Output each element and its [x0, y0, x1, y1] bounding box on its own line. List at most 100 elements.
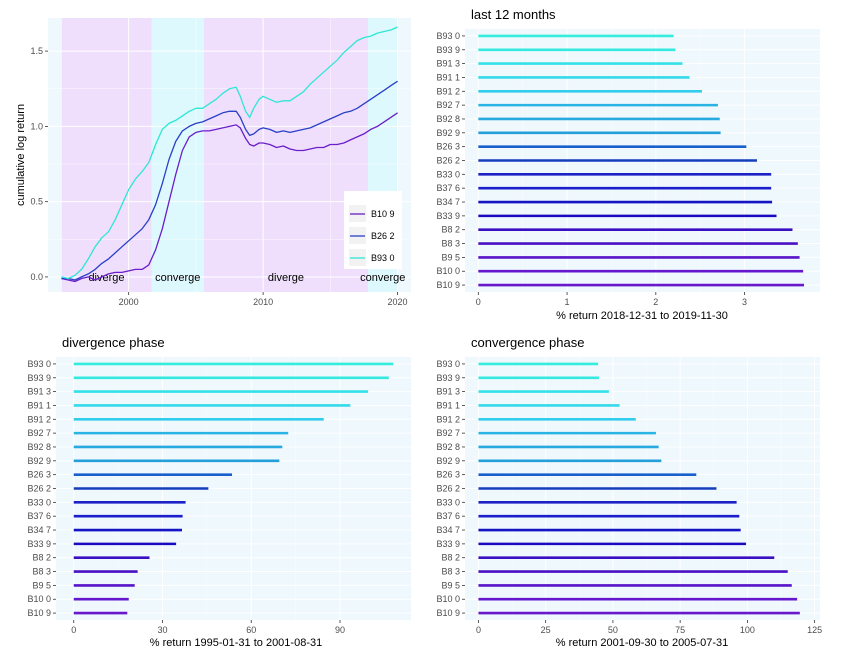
legend-label-2: B93 0	[371, 253, 395, 263]
category-label-11: B37 6	[436, 183, 460, 193]
x-tick-label-0: 0	[476, 625, 481, 635]
phase-band-0	[61, 18, 152, 292]
category-label-11: B37 6	[27, 511, 51, 521]
category-label-16: B9 5	[441, 580, 460, 590]
category-label-2: B91 3	[436, 59, 460, 69]
phase-label-0: diverge	[88, 272, 124, 284]
last-12-months-panel: last 12 months B93 0 B93 9 B91 3 B91 1 B91 2…	[436, 7, 820, 322]
category-label-3: B91 1	[27, 400, 51, 410]
category-label-9: B26 2	[436, 156, 460, 166]
convergence-x-axis-label: % return 2001-09-30 to 2005-07-31	[556, 637, 728, 649]
phase-bands	[61, 18, 398, 292]
category-label-10: B33 0	[436, 169, 460, 179]
x-tick-label-2: 2	[653, 297, 658, 307]
category-label-8: B26 3	[436, 470, 460, 480]
category-label-12: B34 7	[436, 525, 460, 535]
category-label-7: B92 9	[436, 128, 460, 138]
phase-band-1	[151, 18, 204, 292]
x-tick-label-0: 0	[476, 297, 481, 307]
legend-label-1: B26 2	[371, 231, 395, 241]
cumulative-return-panel: diverge converge diverge converge 2000 2010 2…	[15, 18, 411, 307]
x-tick-label-2: 50	[608, 625, 618, 635]
category-label-13: B33 9	[436, 211, 460, 221]
cumulative-lines	[61, 26, 398, 283]
x-tick-label-0: 2000	[119, 297, 139, 307]
category-label-4: B91 2	[436, 414, 460, 424]
cumulative-y-ticks: 0.0 0.5 1.0 1.5	[30, 46, 48, 282]
convergence-x-ticks: 0 25 50 75 100 125	[476, 620, 822, 635]
x-tick-label-3: 90	[335, 625, 345, 635]
cumulative-x-ticks: 2000 2010 2020	[119, 292, 408, 307]
category-label-18: B10 9	[436, 280, 460, 290]
y-tick-label-1: 0.5	[30, 197, 43, 207]
category-label-2: B91 3	[436, 387, 460, 397]
category-label-4: B91 2	[436, 86, 460, 96]
category-label-18: B10 9	[436, 608, 460, 618]
cumulative-y-axis-label: cumulative log return	[15, 104, 27, 206]
category-label-0: B93 0	[436, 359, 460, 369]
category-label-15: B8 3	[441, 567, 460, 577]
last-12-months-x-ticks: 0 1 2 3	[476, 292, 747, 307]
category-label-1: B93 9	[436, 45, 460, 55]
category-label-17: B10 0	[27, 594, 51, 604]
category-label-16: B9 5	[441, 252, 460, 262]
category-label-18: B10 9	[27, 608, 51, 618]
x-tick-label-1: 1	[565, 297, 570, 307]
phase-band-2	[203, 18, 368, 292]
divergence-bars	[73, 362, 394, 615]
category-label-17: B10 0	[436, 594, 460, 604]
category-label-12: B34 7	[27, 525, 51, 535]
category-label-9: B26 2	[27, 484, 51, 494]
x-tick-label-3: 75	[675, 625, 685, 635]
category-label-4: B91 2	[27, 414, 51, 424]
x-tick-label-4: 100	[740, 625, 755, 635]
phase-label-2: diverge	[268, 272, 304, 284]
convergence-category-labels: B93 0 B93 9 B91 3 B91 1 B91 2 B92 7 B92 8 B92 9…	[436, 359, 465, 618]
category-label-10: B33 0	[436, 497, 460, 507]
x-tick-label-2: 2020	[388, 297, 408, 307]
category-label-2: B91 3	[27, 387, 51, 397]
category-label-14: B8 2	[441, 553, 460, 563]
category-label-6: B92 8	[436, 114, 460, 124]
category-label-6: B92 8	[27, 442, 51, 452]
x-tick-label-5: 125	[807, 625, 822, 635]
category-label-7: B92 9	[436, 456, 460, 466]
phase-label-3: converge	[360, 272, 405, 284]
last-12-months-category-labels: B93 0 B93 9 B91 3 B91 1 B91 2 B92 7 B92 8 B92 9…	[436, 31, 465, 290]
convergence-phase-title: convergence phase	[471, 335, 584, 350]
y-tick-label-2: 1.0	[30, 121, 43, 131]
divergence-category-labels: B93 0 B93 9 B91 3 B91 1 B91 2 B92 7 B92 8 B92 9…	[27, 359, 56, 618]
cumulative-legend: B10 9 B26 2 B93 0	[344, 191, 402, 269]
category-label-14: B8 2	[441, 225, 460, 235]
category-label-11: B37 6	[436, 511, 460, 521]
category-label-7: B92 9	[27, 456, 51, 466]
last-12-months-x-axis-label: % return 2018-12-31 to 2019-11-30	[556, 310, 728, 322]
last-12-months-title: last 12 months	[471, 7, 556, 22]
legend-label-0: B10 9	[371, 209, 395, 219]
category-label-13: B33 9	[436, 539, 460, 549]
category-label-14: B8 2	[32, 553, 51, 563]
category-label-3: B91 1	[436, 400, 460, 410]
category-label-12: B34 7	[436, 197, 460, 207]
series-line-b26-2	[61, 80, 398, 281]
series-line-b93-0	[61, 26, 398, 280]
divergence-x-axis-label: % return 1995-01-31 to 2001-08-31	[150, 637, 322, 649]
x-tick-label-2: 60	[246, 625, 256, 635]
divergence-phase-title: divergence phase	[62, 335, 165, 350]
category-label-16: B9 5	[32, 580, 51, 590]
x-tick-label-3: 3	[742, 297, 747, 307]
category-label-8: B26 3	[436, 142, 460, 152]
category-label-6: B92 8	[436, 442, 460, 452]
category-label-9: B26 2	[436, 484, 460, 494]
category-label-3: B91 1	[436, 72, 460, 82]
category-label-17: B10 0	[436, 266, 460, 276]
last-12-months-bars	[478, 34, 805, 287]
category-label-10: B33 0	[27, 497, 51, 507]
divergence-phase-panel: divergence phase B93 0 B93 9 B91 3 B91 1 B91…	[27, 335, 411, 649]
category-label-8: B26 3	[27, 470, 51, 480]
category-label-15: B8 3	[441, 239, 460, 249]
y-tick-label-0: 0.0	[30, 272, 43, 282]
category-label-1: B93 9	[436, 373, 460, 383]
x-tick-label-1: 25	[541, 625, 551, 635]
